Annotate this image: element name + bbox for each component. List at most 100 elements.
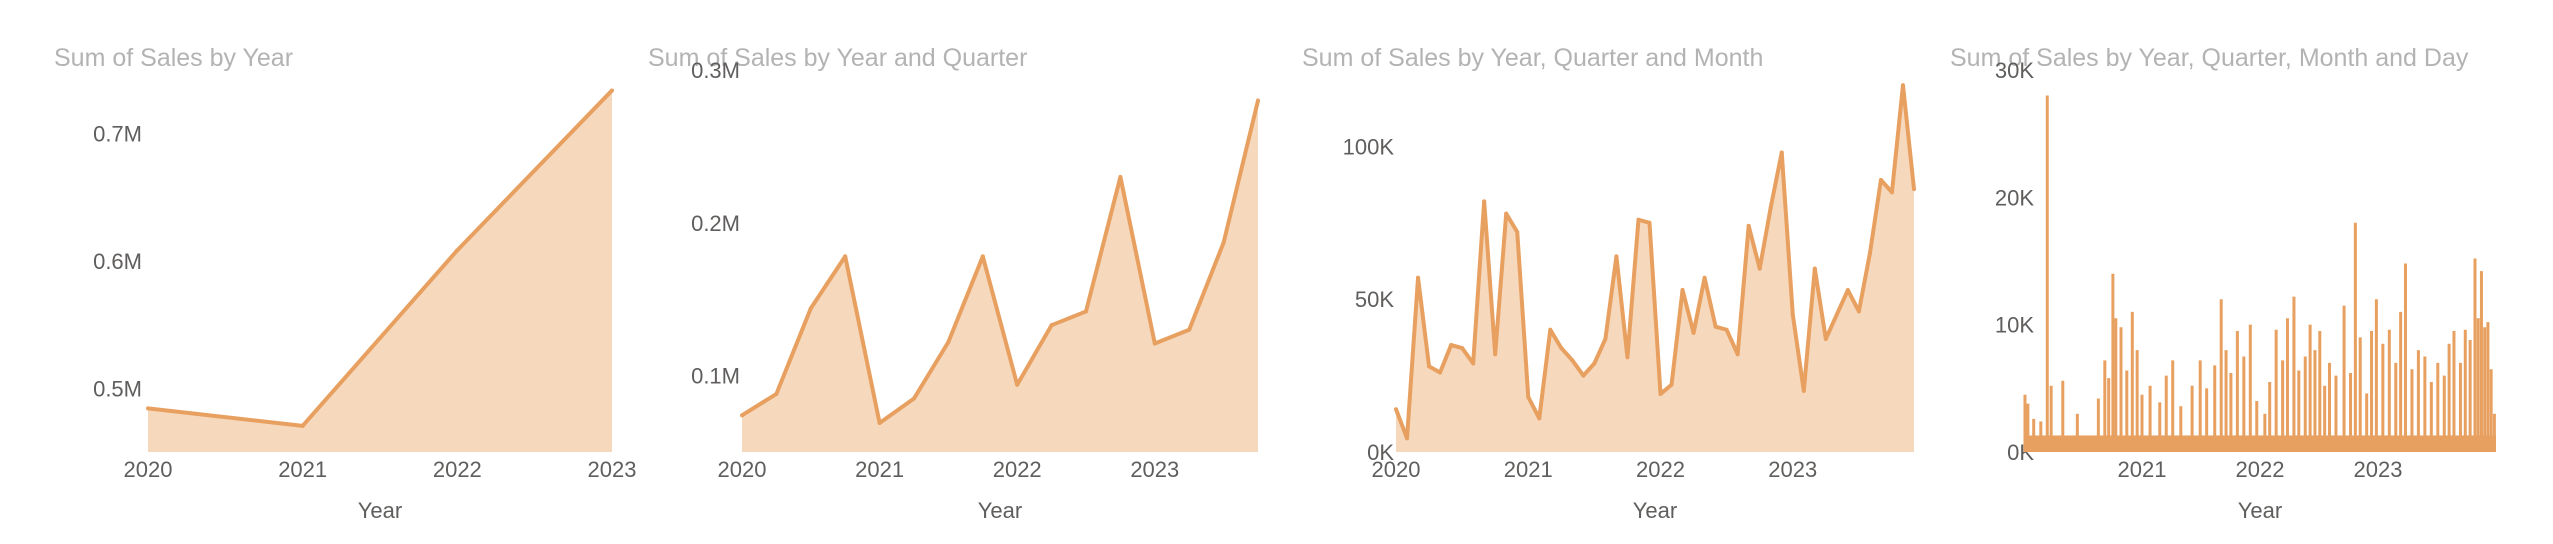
- x-tick-label: 2021: [1504, 457, 1553, 482]
- data-point: [1867, 251, 1872, 256]
- data-point: [1823, 336, 1828, 341]
- data-point: [808, 306, 813, 311]
- data-point: [1221, 240, 1226, 245]
- data-point: [1614, 254, 1619, 259]
- data-point: [877, 420, 882, 425]
- x-tick-label: 2023: [2354, 457, 2403, 482]
- y-tick-label: 30K: [1995, 58, 2034, 83]
- data-point: [946, 339, 951, 344]
- data-point: [1779, 150, 1784, 155]
- data-point: [1845, 288, 1850, 293]
- chart-title: Sum of Sales by Year: [54, 44, 294, 72]
- data-point: [1790, 312, 1795, 317]
- data-point: [1559, 346, 1564, 351]
- data-point: [1856, 309, 1861, 314]
- y-tick-label: 20K: [1995, 185, 2034, 210]
- chart-panel-year: Sum of Sales by Year 0.5M 0.6M 0.7M 2020 202…: [0, 0, 640, 544]
- y-tick-label: 0.1M: [691, 364, 740, 389]
- x-tick-label: 2022: [993, 457, 1042, 482]
- x-tick-label: 2022: [2236, 457, 2285, 482]
- data-point: [146, 406, 150, 411]
- data-point: [1405, 436, 1410, 441]
- series-line: [1394, 83, 1916, 441]
- data-point: [1581, 373, 1586, 378]
- area-fill: [742, 100, 1258, 452]
- y-tick-label: 0.7M: [93, 122, 142, 147]
- data-point: [1256, 98, 1260, 103]
- data-point: [1680, 288, 1685, 293]
- data-point: [1537, 416, 1542, 421]
- data-point: [1669, 382, 1674, 387]
- data-point: [1471, 361, 1476, 366]
- series-line: [147, 89, 614, 428]
- x-tick-label: 2022: [1636, 457, 1685, 482]
- data-point: [1187, 327, 1192, 332]
- data-point: [980, 254, 985, 259]
- area-fill: [148, 90, 612, 452]
- data-point: [1647, 220, 1652, 225]
- data-point: [1768, 205, 1773, 210]
- x-axis-title: Year: [358, 498, 402, 523]
- data-point: [1691, 330, 1696, 335]
- data-point: [1015, 382, 1020, 387]
- data-point: [740, 413, 744, 418]
- y-tick-label: 100K: [1343, 134, 1395, 159]
- data-point: [1878, 178, 1883, 183]
- area-fill: [1396, 85, 1914, 452]
- data-point: [1416, 275, 1421, 280]
- x-tick-label: 2023: [1768, 457, 1817, 482]
- data-point: [1493, 352, 1498, 357]
- data-point: [1592, 361, 1597, 366]
- data-point: [1504, 211, 1509, 216]
- x-axis-title: Year: [978, 498, 1022, 523]
- chart-year[interactable]: 0.5M 0.6M 0.7M 2020 2021 2022 2023 Year: [0, 0, 640, 544]
- chart-month[interactable]: 0K 50K 100K 2020 2021 2022 2023 Year: [1290, 0, 1940, 544]
- chart-quarter[interactable]: 0.1M 0.2M 0.3M 2020 2021 2022 2023 Year: [640, 0, 1290, 544]
- data-point: [1735, 352, 1740, 357]
- data-point: [1658, 391, 1663, 396]
- chart-panel-quarter: Sum of Sales by Year and Quarter 0.1M 0.2…: [640, 0, 1290, 544]
- y-tick-label: 0.3M: [691, 58, 740, 83]
- data-point: [1801, 388, 1806, 393]
- y-tick-label: 0.6M: [93, 249, 142, 274]
- data-point: [1049, 323, 1054, 328]
- data-point: [610, 88, 614, 93]
- data-point: [1625, 355, 1630, 360]
- data-point: [1834, 312, 1839, 317]
- y-tick-label: 50K: [1355, 287, 1394, 312]
- data-point: [774, 391, 779, 396]
- chart-title: Sum of Sales by Year and Quarter: [648, 44, 1028, 72]
- x-tick-label: 2023: [588, 457, 637, 482]
- chart-title: Sum of Sales by Year, Quarter, Month and…: [1950, 44, 2469, 72]
- data-point: [1118, 174, 1123, 179]
- data-point: [1912, 187, 1916, 192]
- data-point: [1812, 266, 1817, 271]
- data-point: [1603, 336, 1608, 341]
- data-point: [1900, 83, 1905, 88]
- chart-panel-month: Sum of Sales by Year, Quarter and Month …: [1290, 0, 1940, 544]
- data-point: [1713, 324, 1718, 329]
- data-point: [1746, 223, 1751, 228]
- data-point: [1548, 327, 1553, 332]
- data-point: [1438, 370, 1443, 375]
- data-point: [1757, 266, 1762, 271]
- x-tick-label: 2020: [124, 457, 173, 482]
- x-tick-label: 2021: [278, 457, 327, 482]
- data-point: [1449, 343, 1454, 348]
- data-point: [1482, 199, 1487, 204]
- data-point: [843, 254, 848, 259]
- x-tick-label: 2022: [433, 457, 482, 482]
- x-tick-label: 2021: [855, 457, 904, 482]
- data-point: [1460, 346, 1465, 351]
- data-point: [1702, 275, 1707, 280]
- y-tick-label: 10K: [1995, 313, 2034, 338]
- data-point: [1394, 407, 1398, 412]
- x-tick-label: 2020: [1372, 457, 1421, 482]
- y-tick-label: 0.5M: [93, 376, 142, 401]
- data-point: [300, 423, 305, 428]
- data-point: [455, 248, 460, 253]
- chart-title: Sum of Sales by Year, Quarter and Month: [1302, 44, 1764, 72]
- series-line: [740, 100, 1260, 425]
- x-tick-label: 2020: [718, 457, 767, 482]
